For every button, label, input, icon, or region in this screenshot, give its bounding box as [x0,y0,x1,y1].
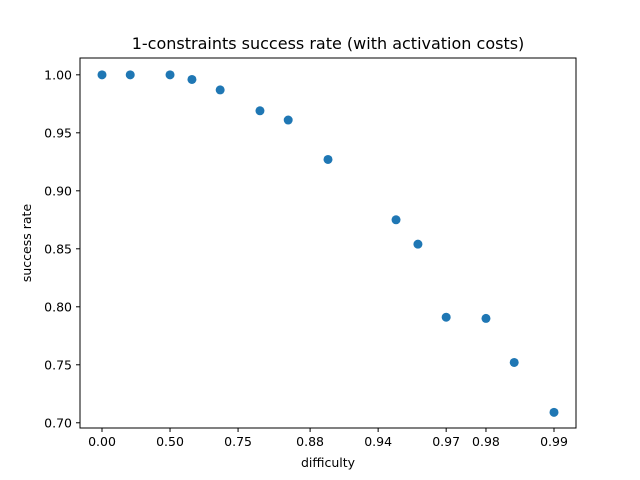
data-point [549,407,559,417]
x-tick-label: 0.97 [432,434,460,449]
data-point [215,85,225,95]
y-tick-label: 0.75 [44,357,72,372]
y-tick-label: 0.90 [44,183,72,198]
y-tick-label: 0.70 [44,415,72,430]
data-point [255,106,265,116]
data-point [441,312,451,322]
x-tick-label: 0.88 [296,434,324,449]
data-point [187,74,197,84]
y-tick-label: 0.85 [44,241,72,256]
data-point [97,70,107,80]
x-axis-ticks: 0.00 0.50 0.75 0.88 0.94 0.97 0.98 0.99 [88,428,568,449]
y-tick-label: 0.80 [44,299,72,314]
data-point [481,313,491,323]
data-point [509,357,519,367]
x-tick-label: 0.98 [472,434,500,449]
data-points [97,70,559,417]
plot-area-frame [79,57,577,429]
x-tick-label: 0.99 [540,434,568,449]
chart-title: 1-constraints success rate (with activat… [132,34,525,53]
data-point [391,215,401,225]
data-point [283,115,293,125]
y-axis-ticks: 0.70 0.75 0.80 0.85 0.90 0.95 1.00 [44,67,80,430]
x-axis-label: difficulty [301,455,356,470]
data-point [125,70,135,80]
data-point [323,154,333,164]
y-axis-label: success rate [19,204,34,283]
data-point [413,239,423,249]
x-tick-label: 0.75 [224,434,252,449]
data-point [165,70,175,80]
y-tick-label: 0.95 [44,125,72,140]
y-tick-label: 1.00 [44,67,72,82]
x-tick-label: 0.00 [88,434,116,449]
x-tick-label: 0.94 [364,434,392,449]
x-tick-label: 0.50 [156,434,184,449]
